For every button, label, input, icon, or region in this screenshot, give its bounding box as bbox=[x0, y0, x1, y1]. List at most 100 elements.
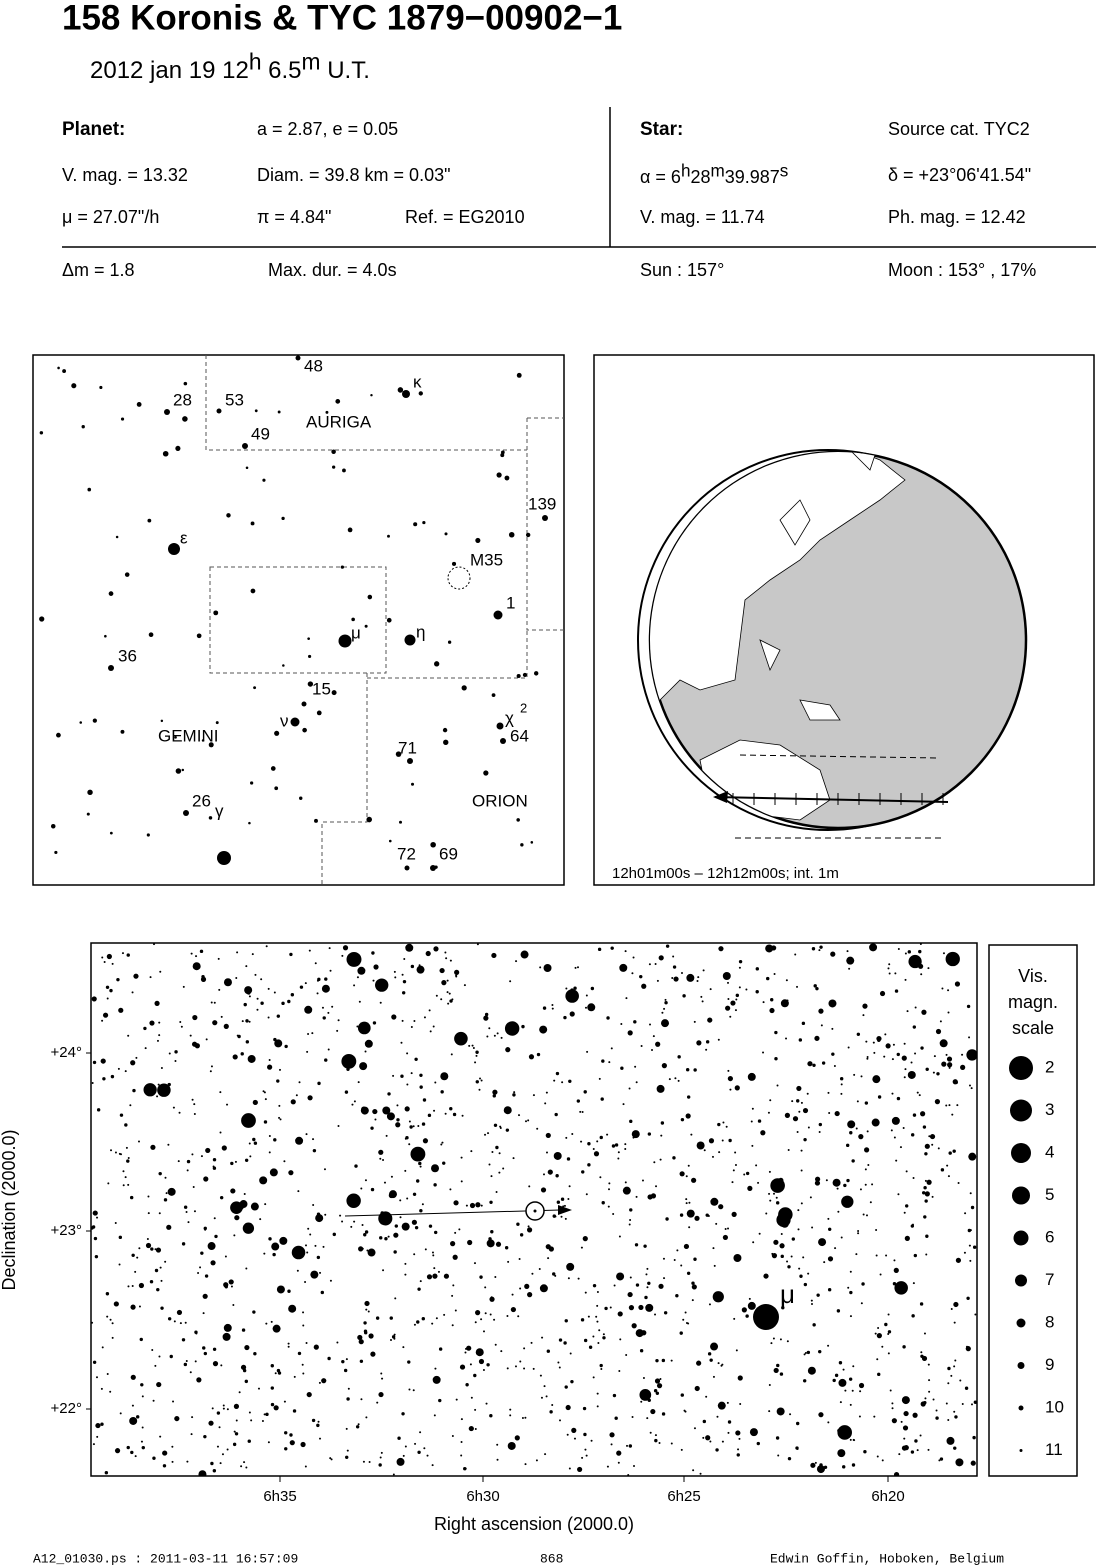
star bbox=[847, 1120, 856, 1129]
star bbox=[312, 1204, 315, 1207]
star bbox=[118, 1007, 124, 1013]
star bbox=[245, 1040, 250, 1044]
star bbox=[136, 1415, 140, 1419]
star bbox=[393, 1337, 396, 1340]
finder-label: ORION bbox=[472, 791, 528, 810]
star bbox=[503, 1106, 512, 1115]
star bbox=[408, 1143, 411, 1146]
star bbox=[773, 1367, 779, 1374]
star bbox=[401, 991, 406, 995]
star bbox=[311, 1418, 316, 1423]
star bbox=[606, 1133, 609, 1136]
star bbox=[252, 1099, 258, 1106]
star bbox=[596, 1392, 599, 1395]
star bbox=[827, 1344, 830, 1347]
star bbox=[316, 710, 322, 716]
star bbox=[413, 1323, 416, 1326]
star bbox=[587, 1003, 596, 1012]
star bbox=[253, 1351, 257, 1356]
star bbox=[873, 1051, 876, 1054]
star bbox=[361, 1106, 367, 1112]
star bbox=[648, 963, 651, 966]
star bbox=[720, 1364, 723, 1367]
finder-label: 15 bbox=[312, 679, 331, 698]
star bbox=[387, 534, 390, 538]
finder-label: η bbox=[416, 622, 425, 641]
star bbox=[887, 1330, 892, 1334]
star bbox=[518, 1114, 521, 1117]
star bbox=[535, 1459, 538, 1462]
star bbox=[523, 1367, 526, 1370]
star bbox=[379, 1001, 382, 1004]
star bbox=[735, 1430, 741, 1436]
star bbox=[475, 1310, 481, 1316]
star bbox=[267, 1016, 270, 1019]
star bbox=[851, 1159, 855, 1163]
star bbox=[101, 1019, 104, 1022]
star bbox=[131, 1253, 135, 1257]
star bbox=[524, 1416, 527, 1419]
star bbox=[729, 1015, 732, 1018]
star bbox=[475, 537, 481, 543]
star bbox=[141, 1445, 145, 1450]
star bbox=[687, 1164, 690, 1167]
star bbox=[316, 1212, 321, 1216]
star bbox=[200, 1155, 203, 1158]
star bbox=[265, 1322, 268, 1325]
star bbox=[528, 1054, 535, 1060]
star bbox=[722, 1234, 729, 1241]
star bbox=[215, 721, 219, 725]
event-info: Max. dur. = 4.0s bbox=[268, 260, 397, 280]
star bbox=[181, 1242, 186, 1246]
star bbox=[798, 1267, 801, 1270]
star bbox=[104, 634, 107, 638]
star bbox=[423, 1447, 426, 1450]
star bbox=[223, 1282, 229, 1288]
star bbox=[268, 1134, 271, 1137]
star bbox=[825, 1179, 828, 1182]
legend-label: 5 bbox=[1045, 1185, 1054, 1204]
star bbox=[181, 768, 185, 772]
star bbox=[453, 1200, 459, 1206]
star bbox=[86, 812, 90, 816]
legend-label: 6 bbox=[1045, 1227, 1054, 1246]
star bbox=[141, 1426, 144, 1429]
star bbox=[674, 1077, 677, 1080]
star bbox=[183, 1362, 188, 1367]
star bbox=[458, 1228, 461, 1231]
star bbox=[838, 1361, 843, 1365]
star bbox=[634, 1065, 637, 1068]
star bbox=[945, 1402, 948, 1405]
star bbox=[500, 738, 506, 744]
star bbox=[555, 1071, 560, 1076]
star bbox=[871, 1183, 874, 1186]
star bbox=[560, 1197, 565, 1201]
star bbox=[319, 1437, 322, 1440]
star bbox=[768, 1384, 771, 1387]
star bbox=[953, 1410, 956, 1413]
finder-label: 53 bbox=[225, 390, 244, 409]
star bbox=[736, 1453, 740, 1457]
star bbox=[173, 1320, 176, 1323]
star bbox=[439, 967, 445, 974]
star bbox=[401, 1412, 405, 1416]
star bbox=[346, 951, 362, 967]
star bbox=[972, 1435, 976, 1440]
star bbox=[413, 1253, 416, 1256]
star bbox=[284, 1044, 288, 1049]
star bbox=[705, 1213, 709, 1217]
star bbox=[132, 1088, 136, 1093]
star bbox=[387, 1092, 391, 1096]
star bbox=[502, 1167, 505, 1170]
star bbox=[504, 1246, 509, 1250]
star bbox=[619, 1338, 622, 1341]
star bbox=[693, 1020, 696, 1023]
finder-label: 71 bbox=[398, 738, 417, 757]
star bbox=[505, 1128, 510, 1132]
star bbox=[702, 969, 705, 972]
star bbox=[454, 1031, 468, 1046]
star bbox=[136, 1256, 139, 1259]
star bbox=[233, 1234, 236, 1237]
star bbox=[792, 1116, 799, 1122]
star bbox=[827, 1421, 830, 1424]
